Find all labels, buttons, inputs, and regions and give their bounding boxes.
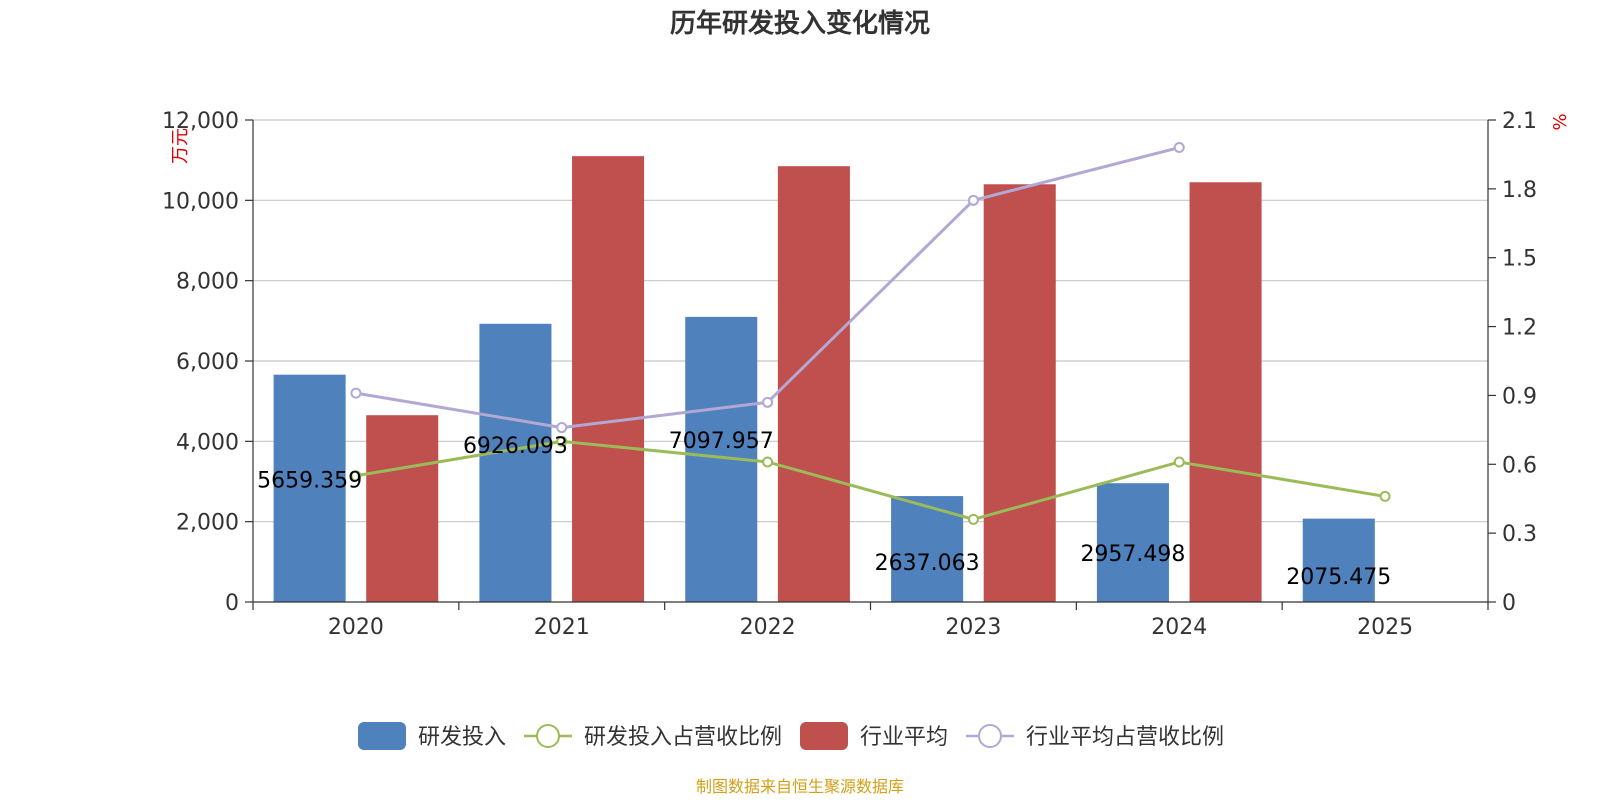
legend-swatch-marker <box>536 724 560 748</box>
bar-industry-average <box>777 166 850 603</box>
line-point <box>967 513 979 525</box>
legend-label: 行业平均 <box>860 725 948 750</box>
bar-rd-investment <box>1096 483 1169 602</box>
legend: 研发投入 研发投入占营收比例 行业平均 行业平均占营收比例 <box>358 722 1224 750</box>
bar-industry-average <box>366 415 439 602</box>
y-right-unit-label: % <box>1550 113 1571 130</box>
axes: 0 2,000 4,000 6,000 8,000 10,000 12,000 0 0.3 0.6… <box>162 109 1537 640</box>
data-label: 6926.093 <box>463 434 568 459</box>
y-right-tick-label: 0.9 <box>1502 384 1537 409</box>
line-point <box>1379 490 1391 502</box>
y-right-tick-label: 0.6 <box>1502 453 1537 478</box>
x-tick-label: 2024 <box>1151 615 1207 640</box>
bar-industry-average <box>572 156 645 602</box>
y-right-tick-label: 0.3 <box>1502 522 1537 547</box>
line-point <box>556 422 568 434</box>
y-left-tick-label: 12,000 <box>162 109 239 134</box>
data-labels: 5659.359 6926.093 7097.957 2637.063 2957.498… <box>257 429 1391 590</box>
lines <box>350 142 1391 525</box>
data-label: 5659.359 <box>257 468 362 493</box>
y-left-tick-label: 0 <box>225 591 239 616</box>
line-point <box>350 470 362 482</box>
y-left-tick-label: 4,000 <box>176 430 239 455</box>
line-point <box>762 396 774 408</box>
line-point <box>1173 142 1185 154</box>
data-label: 2957.498 <box>1080 542 1185 567</box>
bars <box>273 156 1375 603</box>
gridlines <box>253 119 1488 523</box>
line-point <box>967 194 979 206</box>
line-point <box>350 387 362 399</box>
bar-rd-investment <box>479 323 552 602</box>
y-right-tick-label: 1.5 <box>1502 247 1537 272</box>
line-point <box>762 456 774 468</box>
legend-label: 行业平均占营收比例 <box>1026 725 1224 750</box>
legend-swatch-marker <box>978 724 1002 748</box>
legend-label: 研发投入 <box>418 725 506 750</box>
line-point <box>1173 456 1185 468</box>
source-note: 制图数据来自恒生聚源数据库 <box>696 777 904 796</box>
y-left-tick-label: 2,000 <box>176 511 239 536</box>
data-label: 7097.957 <box>669 429 774 454</box>
y-left-tick-label: 6,000 <box>176 350 239 375</box>
chart-title: 历年研发投入变化情况 <box>670 8 930 39</box>
x-tick-label: 2022 <box>740 615 796 640</box>
x-tick-label: 2023 <box>945 615 1001 640</box>
y-right-tick-label: 0 <box>1502 591 1516 616</box>
line-point <box>556 435 568 447</box>
bar-rd-investment <box>1302 518 1375 602</box>
bar-industry-average <box>1189 182 1262 602</box>
x-tick-label: 2021 <box>534 615 590 640</box>
y-left-tick-label: 10,000 <box>162 189 239 214</box>
bar-rd-investment <box>273 374 346 602</box>
x-tick-label: 2025 <box>1357 615 1413 640</box>
data-label: 2075.475 <box>1286 565 1391 590</box>
data-label: 2637.063 <box>875 551 980 576</box>
y-right-tick-label: 1.8 <box>1502 178 1537 203</box>
legend-swatch-bar <box>800 722 848 750</box>
line-rd-ratio <box>355 439 1386 521</box>
y-left-unit-label: 万元 <box>170 128 191 164</box>
legend-swatch-bar <box>358 722 406 750</box>
bar-industry-average <box>983 184 1056 602</box>
y-right-tick-label: 2.1 <box>1502 109 1537 134</box>
x-tick-label: 2020 <box>328 615 384 640</box>
y-right-tick-label: 1.2 <box>1502 316 1537 341</box>
y-left-tick-label: 8,000 <box>176 270 239 295</box>
legend-label: 研发投入占营收比例 <box>584 725 782 750</box>
